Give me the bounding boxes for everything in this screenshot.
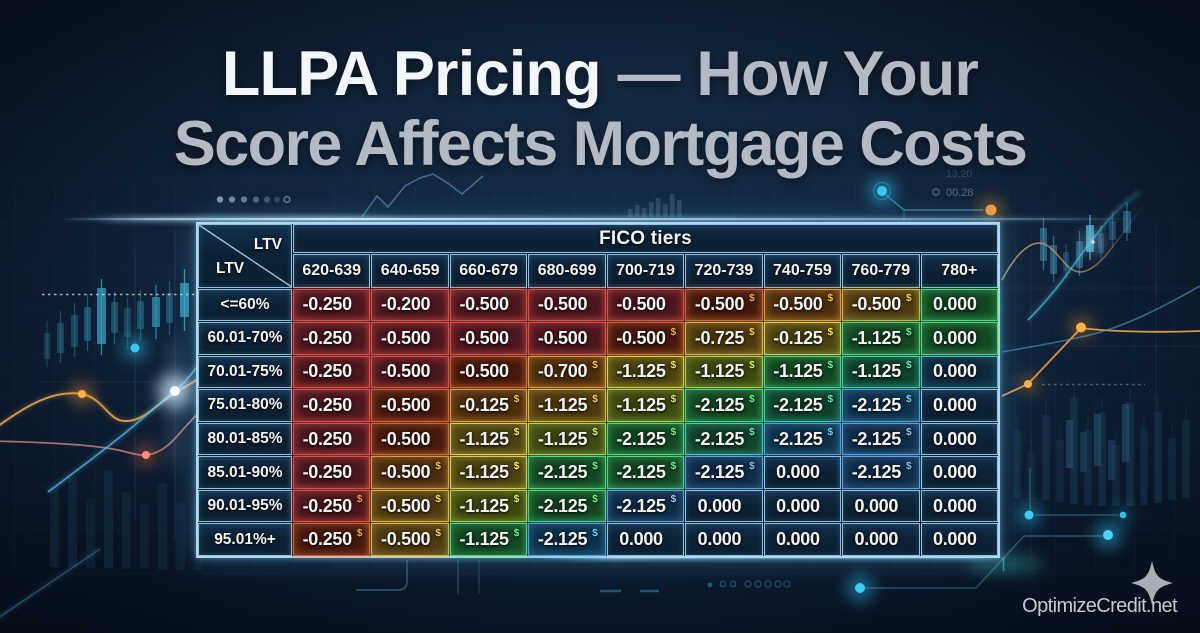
svg-text:00.28: 00.28 — [946, 187, 974, 199]
svg-text:13.20: 13.20 — [946, 168, 972, 180]
